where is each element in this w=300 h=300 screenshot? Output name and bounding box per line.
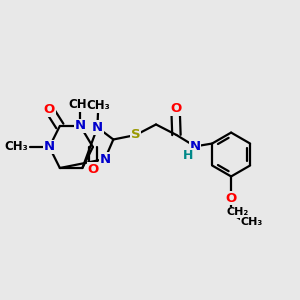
Text: O: O <box>44 103 55 116</box>
Text: CH₃: CH₃ <box>240 217 263 227</box>
Text: H: H <box>183 149 193 162</box>
Text: N: N <box>44 140 55 154</box>
Text: O: O <box>226 192 237 205</box>
Text: N: N <box>190 140 201 153</box>
Text: CH₂: CH₂ <box>226 207 249 217</box>
Text: O: O <box>170 102 181 115</box>
Text: N: N <box>92 121 103 134</box>
Text: CH₃: CH₃ <box>86 99 110 112</box>
Text: CH₃: CH₃ <box>68 98 92 111</box>
Text: N: N <box>99 152 110 166</box>
Text: N: N <box>75 119 86 133</box>
Text: CH₃: CH₃ <box>4 140 28 154</box>
Text: O: O <box>87 163 98 176</box>
Text: S: S <box>131 128 141 142</box>
